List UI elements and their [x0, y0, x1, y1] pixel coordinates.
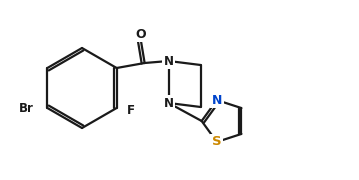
Text: S: S: [212, 135, 222, 148]
Text: N: N: [164, 96, 174, 109]
Text: N: N: [212, 94, 222, 107]
Text: N: N: [164, 55, 174, 68]
Text: F: F: [127, 103, 135, 116]
Text: Br: Br: [18, 102, 33, 114]
Text: O: O: [135, 28, 146, 40]
